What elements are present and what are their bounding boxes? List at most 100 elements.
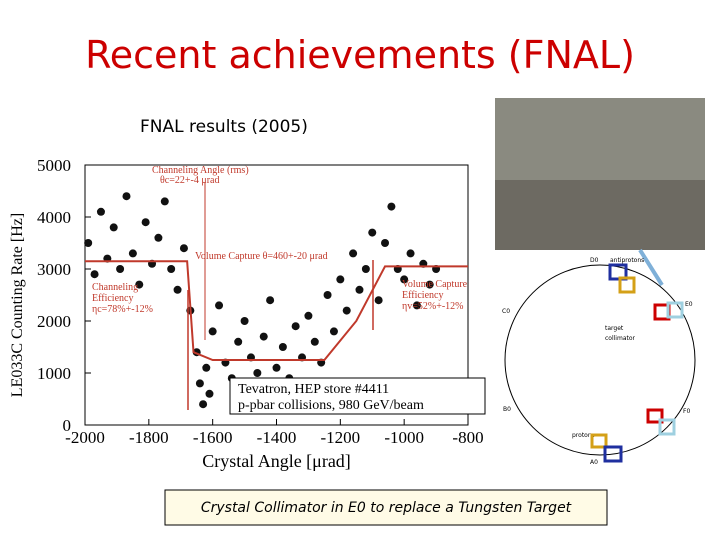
- point: [160, 197, 169, 206]
- point: [381, 239, 390, 247]
- x-tick-label: -1600: [193, 428, 233, 447]
- caption: Crystal Collimator in E0 to replace a Tu…: [201, 500, 572, 516]
- plot: -2000 -1800 -1600 -1400 -1200 -1000 -800 0 1000 2…: [9, 156, 486, 471]
- annotation: ηc=78%+-12%: [92, 304, 153, 315]
- point: [406, 249, 415, 258]
- point: [205, 389, 214, 398]
- point: [291, 322, 300, 331]
- point: [179, 244, 188, 253]
- ring-label: F0: [683, 408, 690, 415]
- fit-line: [85, 260, 468, 361]
- point: [173, 285, 182, 294]
- caption-box: [164, 489, 608, 526]
- x-tick-label: -800: [452, 428, 483, 447]
- point: [374, 296, 383, 305]
- photo-arrow: [638, 248, 664, 287]
- x-tick-label: -1400: [257, 428, 297, 447]
- point: [154, 233, 163, 242]
- point: [304, 311, 313, 320]
- y-axis-label: LE033C Counting Rate [Hz]: [9, 213, 26, 397]
- point: [202, 363, 211, 372]
- ring-label: A0: [590, 459, 598, 466]
- ring-legend: collimator: [605, 335, 636, 342]
- ring-legend: target: [605, 325, 624, 332]
- ring-diagram: D0 B0 C0 E0 F0 A0 target collimator antiprotons p…: [502, 257, 693, 466]
- icon: [646, 408, 664, 424]
- y-tick-label: 5000: [37, 156, 71, 175]
- ring-label: D0: [590, 257, 599, 264]
- point: [349, 249, 358, 258]
- point: [336, 275, 345, 284]
- store-box: [229, 377, 486, 415]
- point: [400, 275, 409, 284]
- point: [425, 280, 434, 289]
- ring-beam: protons: [572, 432, 595, 439]
- annotation: Channeling: [92, 282, 138, 293]
- icon: [608, 263, 628, 281]
- ring-beam: antiprotons: [610, 257, 644, 264]
- point: [355, 285, 364, 294]
- point: [278, 343, 287, 351]
- ring-label: B0: [503, 406, 511, 413]
- store-label: p-pbar collisions, 980 GeV/beam: [238, 398, 424, 413]
- icon: [658, 418, 676, 436]
- point: [234, 337, 243, 346]
- point: [84, 239, 93, 247]
- point: [387, 202, 396, 211]
- annotation: Efficiency: [92, 293, 133, 304]
- x-tick-label: -1800: [129, 428, 169, 447]
- ring-label: C0: [502, 308, 510, 315]
- annotation: Channeling Angle (rms): [152, 165, 249, 176]
- annotation: θc=22+-4 μrad: [160, 175, 219, 186]
- point: [240, 317, 249, 325]
- point: [195, 379, 204, 388]
- slide-title: Recent achievements (FNAL): [85, 33, 635, 77]
- y-tick-label: 3000: [37, 260, 71, 279]
- x-tick-label: -1200: [320, 428, 360, 447]
- point: [215, 301, 224, 310]
- point: [128, 249, 137, 258]
- point: [412, 301, 421, 310]
- point: [368, 228, 377, 237]
- y-tick-label: 0: [63, 416, 72, 435]
- y-tick-label: 4000: [37, 208, 71, 227]
- point: [116, 265, 125, 273]
- point: [122, 192, 131, 201]
- point: [323, 291, 332, 299]
- x-tick-label: -2000: [65, 428, 105, 447]
- point: [329, 327, 338, 336]
- icon: [666, 301, 684, 319]
- x-axis-label: Crystal Angle [μrad]: [202, 451, 351, 471]
- y-tick-label: 2000: [37, 312, 71, 331]
- ring: [504, 264, 696, 456]
- point: [272, 363, 281, 372]
- point: [253, 369, 262, 377]
- point: [208, 327, 217, 336]
- store-label: Tevatron, HEP store #4411: [238, 382, 389, 397]
- annotation: ηv=52%+-12%: [402, 301, 464, 312]
- point: [310, 337, 319, 346]
- annotation: Volume Capture: [402, 279, 468, 290]
- icon: [603, 445, 623, 463]
- point: [342, 306, 351, 315]
- point: [96, 207, 105, 216]
- annotation: Efficiency: [402, 290, 443, 301]
- point: [199, 400, 208, 409]
- point: [109, 223, 118, 232]
- point: [259, 332, 268, 341]
- y-tick-label: 1000: [37, 364, 71, 383]
- point: [90, 270, 99, 279]
- annotation: Volume Capture θ=460+-20 μrad: [195, 251, 328, 262]
- point: [141, 218, 150, 227]
- icon: [590, 433, 608, 449]
- subtitle: FNAL results (2005): [140, 117, 308, 137]
- point: [361, 265, 370, 273]
- icon: [618, 276, 636, 294]
- point: [266, 296, 275, 305]
- x-tick-label: -1000: [384, 428, 424, 447]
- ring-label: E0: [685, 301, 693, 308]
- point: [135, 280, 144, 289]
- point: [167, 265, 176, 273]
- photo-floor: [495, 180, 705, 250]
